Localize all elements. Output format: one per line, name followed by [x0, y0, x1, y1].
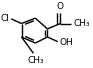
Text: O: O: [57, 2, 64, 11]
Text: CH₃: CH₃: [73, 19, 90, 28]
Text: Cl: Cl: [1, 14, 9, 23]
Text: CH₃: CH₃: [27, 56, 44, 65]
Text: OH: OH: [59, 38, 73, 47]
